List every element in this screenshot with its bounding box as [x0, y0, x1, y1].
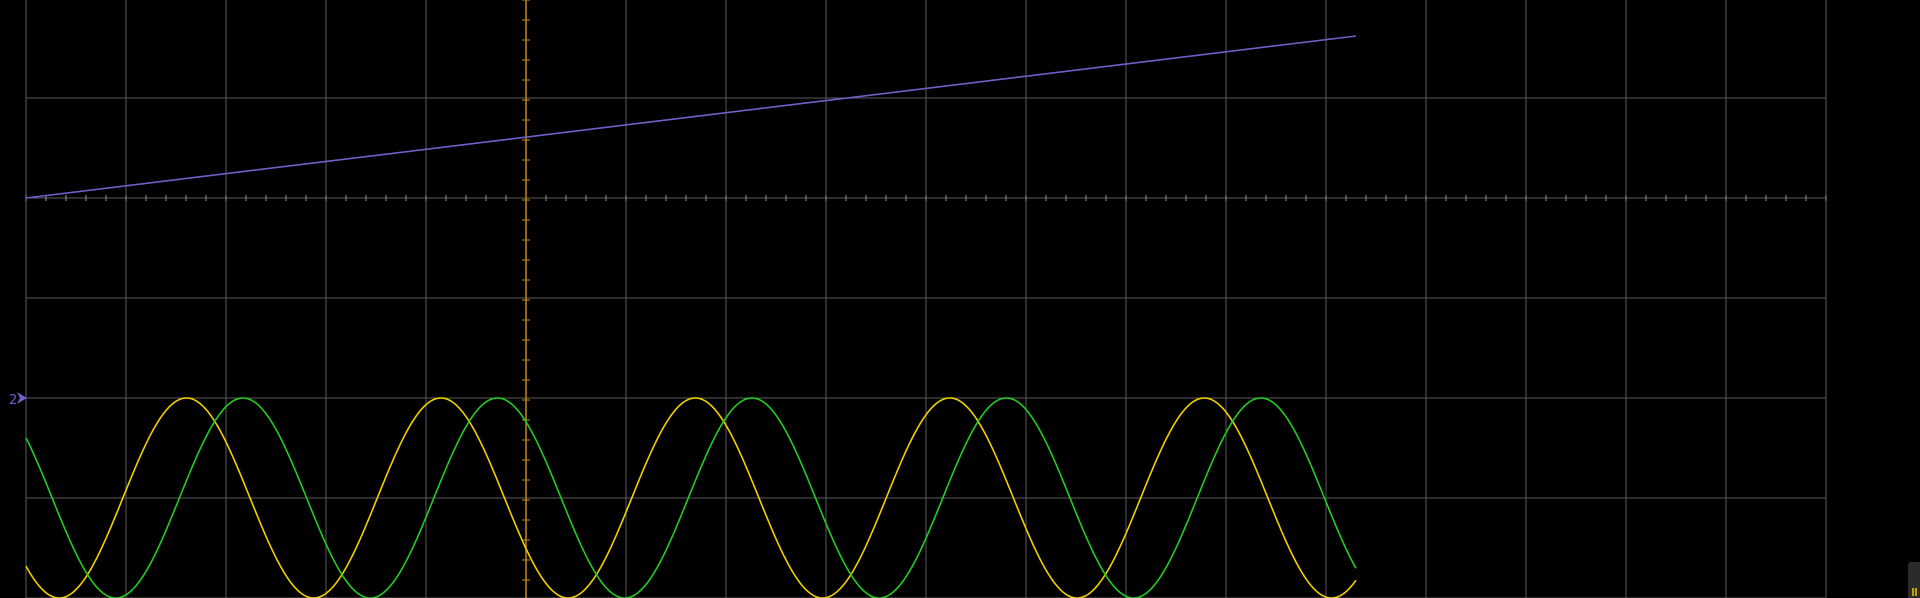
- trace-yellow: [25, 397, 1357, 598]
- arrow-right-icon: [17, 392, 27, 404]
- channel-ref-label: 2: [9, 393, 17, 408]
- grid: [25, 0, 1827, 598]
- channel-reference-marker[interactable]: 2: [9, 392, 27, 408]
- trigger-cursor[interactable]: [522, 0, 530, 598]
- panel-handle-icon[interactable]: [1908, 562, 1920, 598]
- trace-purple: [25, 35, 1357, 199]
